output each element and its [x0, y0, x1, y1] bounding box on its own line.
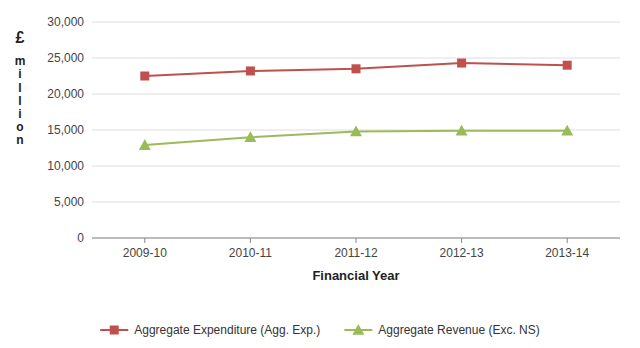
y-tick-label: 30,000 — [47, 15, 84, 29]
marker — [563, 61, 572, 70]
x-tick-label: 2012-13 — [440, 246, 484, 260]
y-tick-label: 15,000 — [47, 123, 84, 137]
y-tick-label: 25,000 — [47, 51, 84, 65]
x-tick — [144, 238, 145, 243]
x-tick-label: 2011-12 — [334, 246, 377, 260]
x-tick-label: 2009-10 — [123, 246, 167, 260]
y-tick-label: 0 — [77, 231, 84, 245]
marker — [244, 131, 256, 142]
plot-area — [139, 59, 573, 150]
series — [139, 125, 573, 150]
grid-line — [92, 22, 620, 23]
x-tick — [461, 238, 462, 243]
marker — [352, 64, 361, 73]
y-axis: 0 5,000 10,000 15,000 20,000 25,000 30,000 — [47, 15, 620, 245]
x-tick — [356, 238, 357, 243]
legend-item: Aggregate Revenue (Exc. NS) — [344, 323, 539, 337]
legend-label: Aggregate Expenditure (Agg. Exp.) — [134, 323, 320, 337]
grid-line — [92, 94, 620, 95]
x-axis-label: Financial Year — [312, 268, 399, 283]
y-tick-label: 10,000 — [47, 159, 84, 173]
marker — [139, 139, 151, 150]
legend: Aggregate Expenditure (Agg. Exp.) Aggrega… — [100, 323, 540, 337]
x-tick — [567, 238, 568, 243]
legend-label: Aggregate Revenue (Exc. NS) — [378, 323, 539, 337]
x-tick — [250, 238, 251, 243]
marker — [350, 125, 362, 136]
x-tick-label: 2010-11 — [229, 246, 272, 260]
marker — [140, 72, 149, 81]
x-tick-label: 2013-14 — [545, 246, 589, 260]
legend-marker — [352, 324, 364, 335]
y-tick-label: 20,000 — [47, 87, 84, 101]
x-axis: 2009-10 2010-11 2011-12 2012-13 2013-14 — [92, 238, 620, 260]
grid-line — [92, 202, 620, 203]
marker — [457, 59, 466, 68]
grid-line — [92, 58, 620, 59]
grid-line — [92, 166, 620, 167]
y-tick-label: 5,000 — [54, 195, 84, 209]
marker — [246, 66, 255, 75]
annotation: million — [15, 54, 26, 147]
legend-marker — [110, 326, 119, 335]
line — [145, 63, 567, 76]
marker — [561, 125, 573, 136]
legend-item: Aggregate Expenditure (Agg. Exp.) — [100, 323, 320, 337]
series — [140, 59, 571, 81]
chart: 0 5,000 10,000 15,000 20,000 25,000 30,000 2009… — [0, 0, 640, 348]
annotation: £ — [16, 29, 25, 46]
marker — [456, 125, 468, 136]
